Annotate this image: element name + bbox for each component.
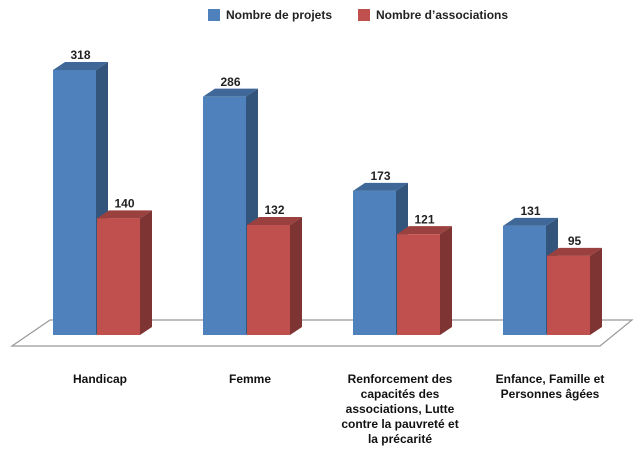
- bar-top: [503, 217, 558, 226]
- legend-label: Nombre d’associations: [376, 8, 508, 22]
- category-label: Femme: [228, 372, 272, 386]
- value-label: 121: [414, 212, 434, 226]
- bar-top: [247, 217, 302, 225]
- legend-swatch: [208, 9, 220, 21]
- legend-label: Nombre de projets: [226, 8, 332, 22]
- bar: [203, 96, 246, 336]
- bar: [547, 255, 590, 335]
- bar-top: [53, 62, 108, 70]
- bar: [53, 70, 96, 335]
- bar: [353, 190, 396, 335]
- floor: [10, 319, 634, 347]
- bar-side: [440, 226, 452, 335]
- value-label: 132: [264, 203, 284, 217]
- bar: [247, 225, 290, 335]
- value-label: 318: [70, 48, 90, 62]
- bar: [397, 234, 440, 335]
- value-label: 131: [520, 204, 540, 218]
- bar-top: [397, 226, 452, 235]
- bar-top: [353, 182, 408, 191]
- bar-side: [140, 210, 152, 335]
- bar-top: [203, 88, 258, 97]
- bar-top: [547, 247, 602, 256]
- category-label: Enfance, Famille et Personnes âgées: [495, 372, 605, 401]
- bar-side: [290, 217, 302, 335]
- legend-swatch: [358, 9, 370, 21]
- category-label: Renforcement des capacités des associati…: [341, 372, 459, 446]
- value-label: 95: [568, 234, 582, 248]
- value-label: 173: [370, 169, 390, 183]
- bar: [503, 225, 546, 335]
- bar-top: [97, 210, 152, 219]
- category-label: Handicap: [72, 372, 127, 386]
- bar-side: [590, 247, 602, 335]
- value-label: 140: [114, 197, 134, 211]
- value-label: 286: [220, 75, 240, 89]
- bar: [97, 218, 140, 335]
